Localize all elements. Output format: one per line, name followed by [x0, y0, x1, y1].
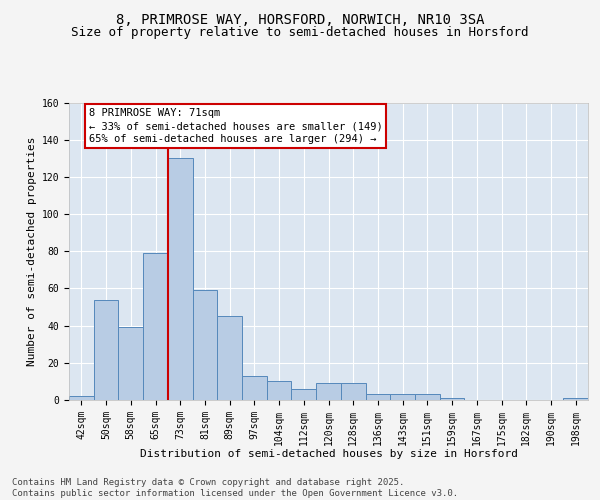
Bar	[390, 394, 415, 400]
Bar	[563, 398, 588, 400]
Text: 8, PRIMROSE WAY, HORSFORD, NORWICH, NR10 3SA: 8, PRIMROSE WAY, HORSFORD, NORWICH, NR10…	[116, 12, 484, 26]
Bar	[365, 394, 390, 400]
Bar	[415, 394, 440, 400]
Bar	[242, 376, 267, 400]
Bar	[69, 396, 94, 400]
Bar	[440, 398, 464, 400]
Bar	[118, 328, 143, 400]
Text: Contains HM Land Registry data © Crown copyright and database right 2025.
Contai: Contains HM Land Registry data © Crown c…	[12, 478, 458, 498]
X-axis label: Distribution of semi-detached houses by size in Horsford: Distribution of semi-detached houses by …	[139, 449, 517, 459]
Text: Size of property relative to semi-detached houses in Horsford: Size of property relative to semi-detach…	[71, 26, 529, 39]
Bar	[217, 316, 242, 400]
Bar	[193, 290, 217, 400]
Text: 8 PRIMROSE WAY: 71sqm
← 33% of semi-detached houses are smaller (149)
65% of sem: 8 PRIMROSE WAY: 71sqm ← 33% of semi-deta…	[89, 108, 383, 144]
Y-axis label: Number of semi-detached properties: Number of semi-detached properties	[28, 136, 37, 366]
Bar	[267, 382, 292, 400]
Bar	[168, 158, 193, 400]
Bar	[316, 384, 341, 400]
Bar	[341, 384, 365, 400]
Bar	[94, 300, 118, 400]
Bar	[292, 389, 316, 400]
Bar	[143, 253, 168, 400]
